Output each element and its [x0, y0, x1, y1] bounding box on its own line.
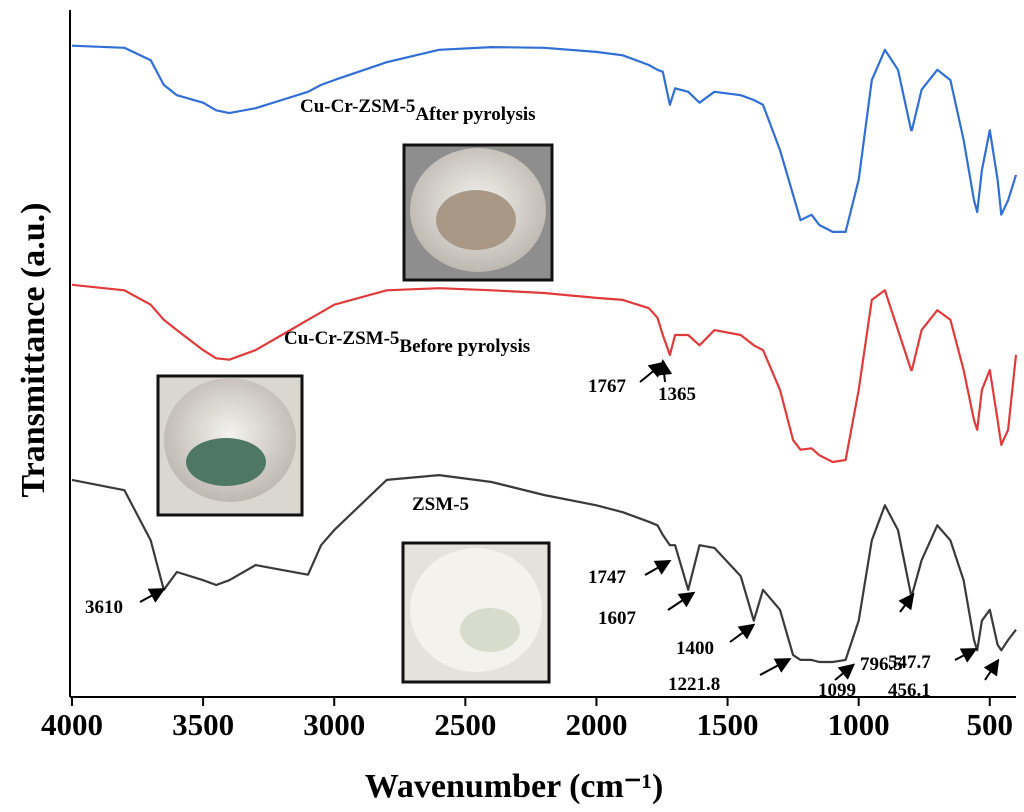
photo-before	[156, 374, 304, 517]
annotation: 1221.8	[668, 674, 720, 695]
annotation: 1365	[658, 384, 696, 405]
x-tick-label: 2000	[565, 707, 627, 742]
annotation: 1400	[676, 638, 714, 659]
annotation-arrow	[834, 663, 856, 681]
photo-after	[402, 143, 554, 282]
photo-zsm5	[401, 541, 551, 684]
series-subscript: After pyrolysis	[415, 104, 535, 125]
annotation-arrow	[983, 658, 1000, 681]
series-name: Cu-Cr-ZSM-5	[284, 328, 399, 349]
x-tick-label: 3500	[172, 707, 234, 742]
series-label: Cu-Cr-ZSM-5Before pyrolysis	[284, 328, 530, 357]
annotation: 547.7	[888, 652, 931, 673]
series-subscript: Before pyrolysis	[399, 336, 530, 357]
annotation-arrow	[729, 623, 756, 643]
annotation-arrow	[639, 361, 666, 383]
annotation-arrow	[898, 592, 915, 613]
annotation-arrow	[656, 359, 673, 383]
annotation: 1607	[598, 608, 637, 629]
series-line	[71, 44, 1018, 233]
x-tick-label: 500	[967, 707, 1014, 742]
y-axis-label: Transmittance (a.u.)	[15, 203, 52, 498]
x-tick-label: 3000	[303, 707, 365, 742]
annotation-arrow	[759, 658, 792, 676]
x-tick-label: 4000	[41, 707, 103, 742]
x-tick-label: 1500	[697, 707, 759, 742]
annotation: 1747	[588, 567, 627, 588]
series-name: Cu-Cr-ZSM-5	[300, 96, 415, 117]
annotation: 796.5	[860, 654, 903, 675]
annotation-arrow	[139, 588, 166, 603]
annotation: 1099	[818, 680, 856, 701]
annotation-arrow	[667, 591, 696, 611]
series-line	[71, 474, 1017, 664]
annotation-arrow	[644, 560, 672, 576]
annotation: 3610	[85, 597, 123, 618]
series-name: ZSM-5	[412, 494, 469, 515]
annotation-arrow	[954, 648, 978, 663]
annotation: 1767	[588, 376, 627, 397]
series-line	[71, 283, 1018, 464]
x-tick-label: 2500	[434, 707, 496, 742]
series-label: ZSM-5	[412, 494, 469, 515]
annotation: 456.1	[888, 680, 931, 701]
x-axis-label: Wavenumber (cm⁻¹)	[365, 768, 664, 805]
x-tick-label: 1000	[828, 707, 890, 742]
series-label: Cu-Cr-ZSM-5After pyrolysis	[300, 96, 536, 125]
